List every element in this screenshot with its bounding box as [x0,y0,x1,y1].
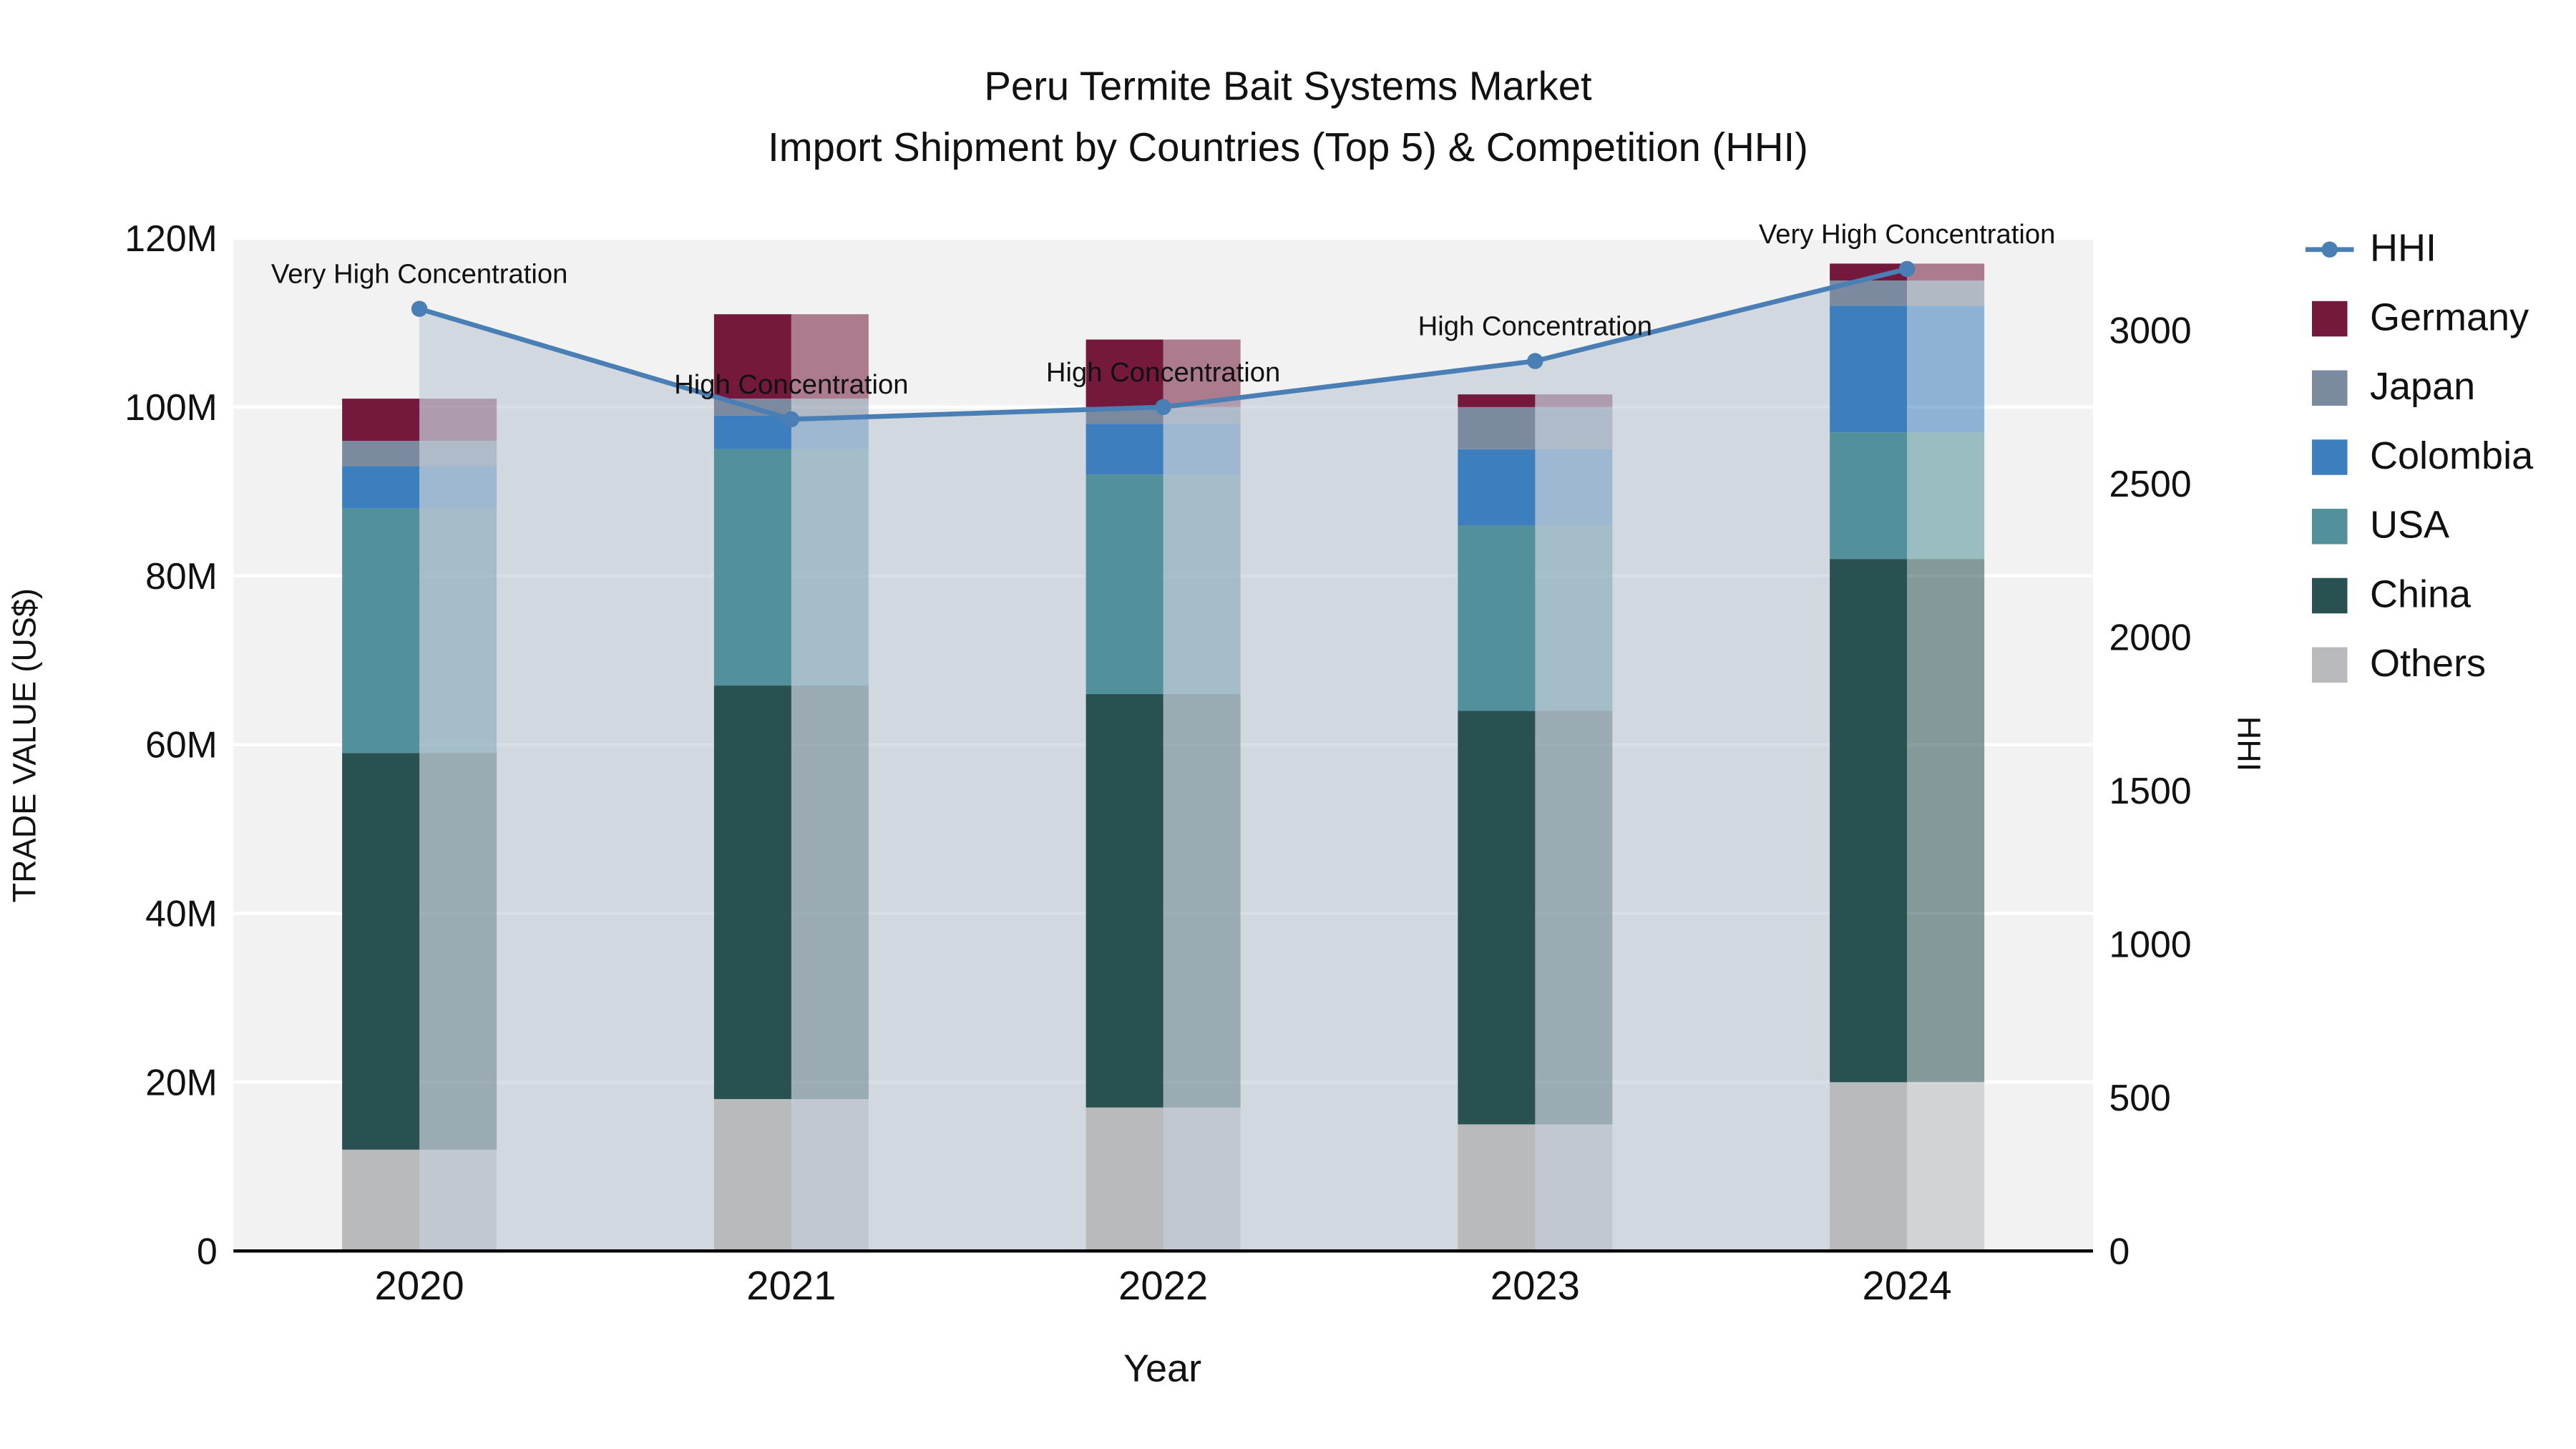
legend-item-usa: USA [2312,504,2449,547]
bar-segment-japan-2020 [342,441,420,467]
bar-segment-colombia-2022 [1085,424,1163,475]
annotation-2020: Very High Concentration [271,259,568,290]
bar-segment-china-2021 [713,686,791,1099]
legend-item-china: China [2312,572,2472,615]
legend-item-colombia: Colombia [2312,434,2534,477]
bar-segment-ghost-china-2024 [1907,559,1985,1083]
tick-labels: 0 20M 40M 60M 80M 100M 120M 0 500 1000 1500 2000 250… [125,218,2191,1308]
annotation-2021: High Concentration [674,369,908,400]
legend-label: USA [2370,504,2449,547]
legend-swatch [2312,370,2348,406]
legend-label: Japan [2370,365,2475,408]
bar-segment-usa-2023 [1458,525,1536,711]
bar-segment-china-2020 [342,753,420,1150]
bar-segment-germany-2021 [713,314,791,399]
legend-line-marker [2321,241,2338,258]
left-tick-80M: 80M [145,555,218,597]
legend: HHI Germany Japan Colombia USA China Others [2306,227,2534,685]
bar-segment-china-2022 [1085,693,1163,1108]
bar-segment-others-2022 [1085,1107,1163,1252]
left-tick-0: 0 [197,1230,218,1272]
bar-segment-ghost-japan-2024 [1907,280,1985,306]
bar-segment-ghost-colombia-2024 [1907,306,1985,433]
legend-swatch [2312,577,2348,614]
y-axis-label-right: HHI [2231,716,2268,772]
bar-segment-colombia-2023 [1458,449,1536,525]
hhi-marker-2023 [1527,353,1543,369]
legend-swatch [2312,439,2348,475]
annotation-2023: High Concentration [1418,311,1652,342]
annotation-2024: Very High Concentration [1759,219,2056,250]
bar-segment-ghost-usa-2024 [1907,432,1985,560]
right-tick-1500: 1500 [2109,770,2192,811]
left-tick-20M: 20M [145,1061,218,1103]
x-tick-2023: 2023 [1491,1263,1580,1308]
annotation-2022: High Concentration [1046,357,1280,388]
bar-segment-germany-2023 [1458,394,1536,407]
hhi-marker-2021 [783,411,800,428]
x-tick-2024: 2024 [1863,1263,1952,1308]
legend-swatch [2312,301,2348,337]
stacked-bars [342,263,1908,1252]
hhi-line [411,260,1916,428]
hhi-marker-2020 [411,301,428,317]
right-tick-0: 0 [2109,1230,2130,1272]
legend-item-hhi: HHI [2306,227,2436,270]
bar-segment-ghost-japan-2021 [791,399,869,416]
bar-segment-others-2021 [713,1098,791,1252]
legend-item-germany: Germany [2312,296,2529,338]
bar-segment-china-2024 [1830,559,1908,1083]
legend-label: Others [2370,642,2486,685]
hhi-marker-2024 [1898,260,1916,278]
y-axis-label-left: TRADE VALUE (US$) [6,588,42,902]
legend-item-others: Others [2312,642,2486,685]
bar-segment-ghost-germany-2021 [791,314,869,399]
bar-segment-usa-2022 [1085,474,1163,694]
bar-segment-japan-2023 [1458,406,1536,449]
x-tick-2022: 2022 [1118,1263,1208,1308]
bar-segment-others-2024 [1830,1082,1908,1252]
legend-label: HHI [2370,227,2436,270]
x-tick-2020: 2020 [375,1263,464,1308]
bar-segment-ghost-others-2024 [1907,1082,1985,1252]
bar-segment-usa-2021 [713,449,791,686]
legend-swatch [2312,509,2348,545]
bar-segment-china-2023 [1458,711,1536,1125]
legend-label: Colombia [2370,434,2534,477]
left-tick-60M: 60M [145,724,218,766]
right-tick-500: 500 [2109,1077,2171,1118]
bar-segment-usa-2020 [342,508,420,753]
bar-segment-colombia-2021 [713,415,791,449]
bar-segment-others-2020 [342,1149,420,1252]
bar-segment-usa-2024 [1830,432,1908,560]
left-tick-100M: 100M [125,386,217,428]
right-tick-2000: 2000 [2109,617,2192,658]
right-tick-3000: 3000 [2109,310,2192,351]
hhi-marker-2022 [1155,399,1171,416]
bar-segment-colombia-2024 [1830,306,1908,433]
annotations: Very High Concentration High Concentratio… [271,219,2056,400]
x-axis-label: Year [1123,1347,1201,1390]
left-tick-120M: 120M [125,218,217,259]
chart-title-line2: Import Shipment by Countries (Top 5) & C… [768,125,1808,170]
bar-segment-germany-2022 [1085,339,1163,407]
bar-segment-germany-2024 [1830,263,1908,280]
bar-segment-others-2023 [1458,1124,1536,1252]
bar-segment-germany-2020 [342,399,420,441]
left-tick-40M: 40M [145,893,218,935]
bar-segment-ghost-germany-2024 [1907,263,1985,280]
right-tick-1000: 1000 [2109,923,2192,965]
legend-label: Germany [2370,296,2529,338]
bar-segment-colombia-2020 [342,466,420,509]
right-tick-2500: 2500 [2109,463,2192,504]
chart-title-line1: Peru Termite Bait Systems Market [984,64,1592,109]
legend-item-japan: Japan [2312,365,2475,408]
legend-label: China [2370,572,2472,615]
bar-segment-ghost-germany-2022 [1163,339,1241,407]
x-tick-2021: 2021 [746,1263,836,1308]
legend-swatch [2312,647,2348,683]
